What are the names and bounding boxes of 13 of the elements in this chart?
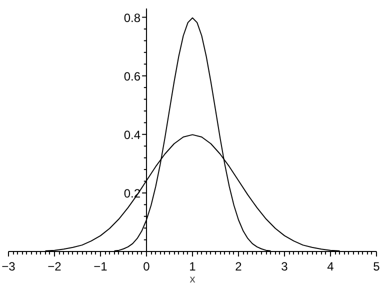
y-tick-label: 0.8 (124, 10, 141, 25)
x-tick-label: 2 (235, 260, 242, 274)
x-tick-label: −3 (2, 260, 16, 274)
x-tick-label: 3 (281, 260, 288, 274)
y-tick-label: 0.4 (124, 128, 141, 142)
x-tick-label: −2 (48, 260, 62, 274)
x-axis-title: x (190, 274, 196, 286)
y-tick-label: 0.6 (124, 69, 141, 84)
x-tick-label: 4 (327, 260, 334, 274)
x-tick-label: −1 (94, 260, 108, 274)
x-tick-label: 1 (189, 260, 196, 274)
x-tick-label: 5 (373, 260, 380, 274)
x-tick-label: 0 (143, 260, 150, 274)
